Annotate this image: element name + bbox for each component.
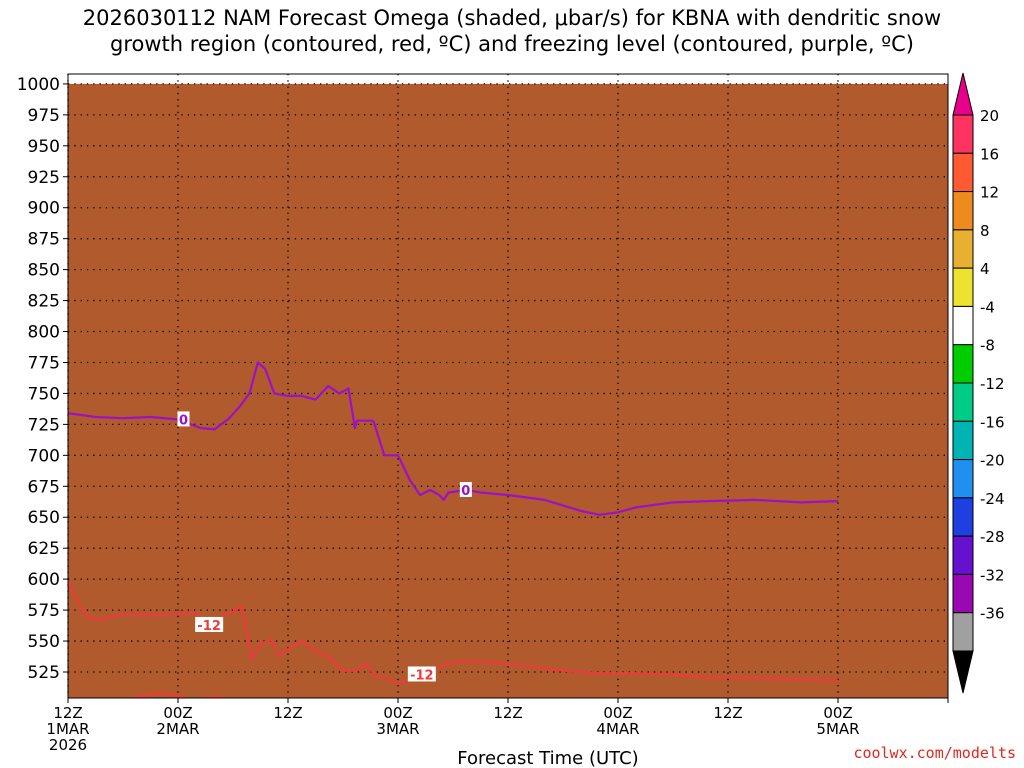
colorbar-label: -32 — [980, 566, 1005, 584]
x-axis-label: Forecast Time (UTC) — [457, 748, 638, 768]
contour-line — [68, 361, 374, 431]
x-tick-label: 00Z — [823, 704, 852, 722]
colorbar-segment — [952, 114, 974, 154]
x-tick-label: 00Z — [603, 704, 632, 722]
terrain-layer — [68, 83, 948, 698]
colorbar-label: -24 — [980, 490, 1005, 508]
colorbar-label: -36 — [980, 605, 1005, 623]
colorbar-segment — [952, 573, 974, 614]
x-tick-label: 3MAR — [376, 720, 419, 738]
y-tick-label: 675 — [28, 477, 60, 497]
colorbar-segment — [952, 497, 974, 537]
colorbar-segment — [952, 152, 974, 193]
contour-label-bg — [407, 666, 436, 682]
chart-title-line-2: growth region (contoured, red, ºC) and f… — [110, 32, 914, 56]
contour-label: -12 — [197, 619, 221, 634]
y-tick-label: 1000 — [17, 75, 60, 95]
y-tick-label: 600 — [28, 570, 60, 590]
chart-title-line-1: 2026030112 NAM Forecast Omega (shaded, μ… — [82, 6, 942, 30]
x-tick-label: 2026 — [49, 736, 87, 754]
colorbar-label: -12 — [980, 375, 1005, 393]
colorbar-label: 12 — [980, 184, 999, 202]
y-tick-label: 775 — [28, 353, 60, 373]
colorbar-segment — [952, 382, 974, 422]
contour-label-bg — [459, 482, 472, 497]
colorbar-segment — [952, 305, 974, 346]
x-tick-label: 12Z — [53, 704, 82, 722]
colorbar-segment — [952, 459, 974, 499]
y-tick-label: 850 — [28, 261, 60, 281]
colorbar: 20 16 12 8 4 -4 -8 -12 -16 -20 -24 -28 -32 -36 — [952, 72, 1005, 694]
terrain-fill — [68, 83, 948, 698]
x-tick-label: 5MAR — [816, 720, 859, 738]
colorbar-segment — [952, 344, 974, 384]
colorbar-top-arrow — [952, 72, 974, 116]
y-tick-label: 550 — [28, 632, 60, 652]
y-tick-label: 875 — [28, 230, 60, 250]
y-axis: 525 550 575 600 625 650 675 700 725 750 775 800 825 8… — [17, 75, 68, 683]
dendritic-growth-contours: -12 -12 — [68, 581, 839, 698]
colorbar-label: 16 — [980, 145, 999, 163]
colorbar-label: -8 — [980, 337, 995, 355]
x-tick-label: 12Z — [273, 704, 302, 722]
colorbar-label: -4 — [980, 298, 995, 316]
contour-label-bg — [177, 411, 190, 427]
colorbar-label: 4 — [980, 260, 990, 278]
y-tick-label: 625 — [28, 539, 60, 559]
contour-label: 0 — [461, 484, 470, 499]
freezing-level-contours: 00 — [68, 361, 839, 516]
colorbar-segment — [952, 191, 974, 231]
colorbar-label: 20 — [980, 107, 999, 125]
contour-line — [132, 691, 188, 698]
x-tick-label: 00Z — [383, 704, 412, 722]
y-tick-label: 900 — [28, 199, 60, 219]
contour-label-bg — [195, 616, 224, 632]
y-tick-label: 650 — [28, 508, 60, 528]
colorbar-label: -20 — [980, 452, 1005, 470]
contour-line — [232, 605, 839, 685]
y-tick-label: 525 — [28, 663, 60, 683]
x-tick-label: 4MAR — [596, 720, 639, 738]
y-tick-label: 700 — [28, 446, 60, 466]
y-tick-label: 800 — [28, 323, 60, 343]
y-tick-label: 725 — [28, 415, 60, 435]
colorbar-segment — [952, 535, 974, 575]
colorbar-segment — [952, 612, 974, 652]
colorbar-label: -28 — [980, 528, 1005, 546]
source-credit: coolwx.com/modelts — [853, 744, 1016, 762]
colorbar-segment — [952, 267, 974, 307]
x-tick-label: 12Z — [493, 704, 522, 722]
x-tick-label: 00Z — [163, 704, 192, 722]
x-tick-label: 12Z — [713, 704, 742, 722]
y-tick-label: 975 — [28, 106, 60, 126]
x-tick-label: 1MAR — [46, 720, 89, 738]
contour-line — [372, 420, 839, 516]
x-tick-label: 2MAR — [156, 720, 199, 738]
colorbar-segment — [952, 420, 974, 461]
y-tick-label: 925 — [28, 168, 60, 188]
y-tick-label: 750 — [28, 384, 60, 404]
colorbar-label: -16 — [980, 413, 1005, 431]
colorbar-segment — [952, 229, 974, 269]
contour-label: 0 — [179, 413, 188, 428]
colorbar-bottom-arrow — [952, 650, 974, 694]
y-tick-label: 825 — [28, 292, 60, 312]
y-tick-label: 575 — [28, 601, 60, 621]
colorbar-label: 8 — [980, 222, 990, 240]
contour-label: -12 — [410, 668, 434, 683]
y-tick-label: 950 — [28, 137, 60, 157]
